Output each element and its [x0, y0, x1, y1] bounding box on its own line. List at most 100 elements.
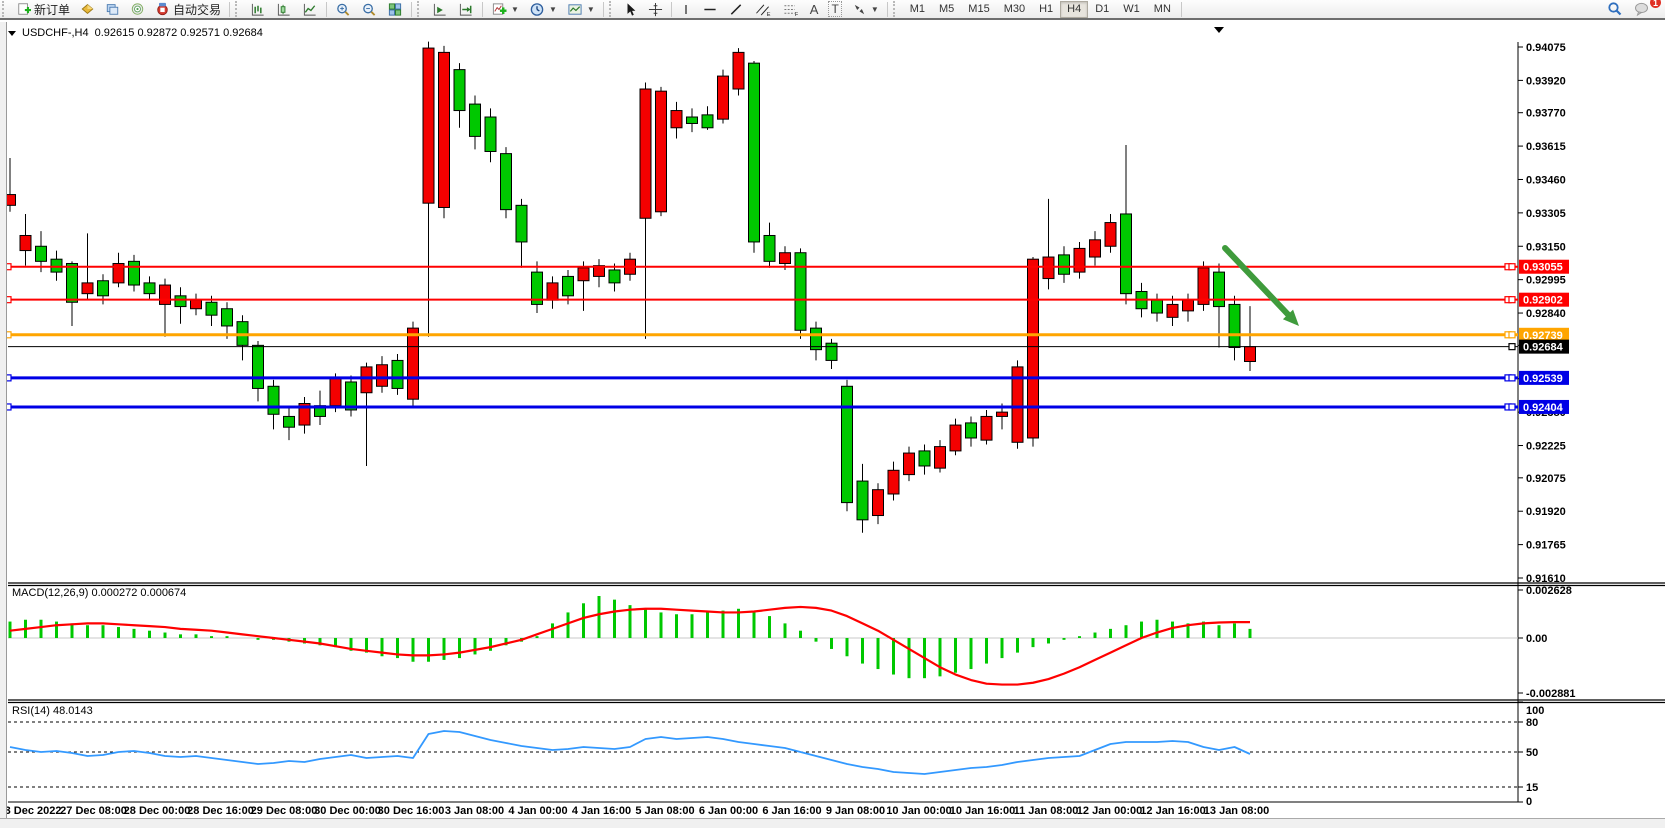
- svg-text:0.92739: 0.92739: [1523, 330, 1563, 342]
- chart-shift-button[interactable]: [453, 0, 479, 18]
- svg-text:0.93460: 0.93460: [1526, 174, 1566, 186]
- bar-chart-icon: [250, 2, 266, 17]
- svg-text:0.92902: 0.92902: [1523, 295, 1563, 307]
- macd-indicator-label: MACD(12,26,9) 0.000272 0.000674: [12, 587, 187, 599]
- fibonacci-tool-button[interactable]: F: [777, 0, 805, 18]
- tile-windows-button[interactable]: [382, 0, 408, 18]
- periods-button[interactable]: ▼: [524, 0, 562, 18]
- tab-h1[interactable]: H1: [1039, 3, 1054, 15]
- svg-text:0.92539: 0.92539: [1523, 373, 1563, 385]
- candle-chart-mode-button[interactable]: [271, 0, 297, 18]
- price-tag: [1519, 370, 1569, 385]
- tab-h4[interactable]: H4: [1060, 0, 1089, 18]
- trendline-tool-button[interactable]: [723, 0, 749, 18]
- line-chart-mode-button[interactable]: [297, 0, 323, 18]
- line-chart-icon: [302, 2, 318, 17]
- crosshair-icon: [648, 2, 663, 17]
- arrows-tool-button[interactable]: ▼: [847, 0, 884, 18]
- profiles-icon: [105, 2, 120, 16]
- vertical-line-tool-button[interactable]: [675, 0, 697, 18]
- equidistant-channel-icon: E: [754, 2, 772, 17]
- autotrading-icon: [155, 2, 170, 16]
- time-axis-label: 29 Dec 08:00: [251, 805, 318, 817]
- data-window-button[interactable]: [125, 0, 150, 18]
- svg-text:0.91610: 0.91610: [1526, 573, 1566, 585]
- price-axis: 0.94075 0.93920 0.93770 0.93615 0.93460 0.933…: [1508, 42, 1569, 585]
- candles: [4, 41, 1256, 533]
- tab-w1[interactable]: W1: [1123, 3, 1140, 15]
- tab-m30[interactable]: M30: [1003, 3, 1026, 15]
- pane-frames: [8, 42, 1665, 803]
- indicators-button[interactable]: ▼: [486, 0, 524, 18]
- bar-chart-mode-button[interactable]: [245, 0, 271, 18]
- crosshair-tool-button[interactable]: [643, 0, 668, 18]
- price-tag: [1519, 292, 1569, 307]
- time-axis-label: 4 Jan 00:00: [508, 805, 567, 817]
- svg-text:0.00: 0.00: [1526, 633, 1547, 645]
- svg-text:0.92075: 0.92075: [1526, 473, 1566, 485]
- tab-d1[interactable]: D1: [1095, 3, 1110, 15]
- community-chat-button[interactable]: 1: [1628, 0, 1661, 18]
- tab-m15[interactable]: M15: [968, 3, 990, 15]
- svg-text:0.94075: 0.94075: [1526, 42, 1566, 54]
- time-axis-label: 13 Jan 08:00: [1204, 805, 1269, 817]
- candle-chart-icon: [276, 2, 292, 17]
- toolbar: 新订单 自动交易: [0, 0, 1665, 20]
- svg-text:0.91765: 0.91765: [1526, 540, 1566, 552]
- tab-m1[interactable]: M1: [909, 3, 926, 15]
- macd-signal-line: [9, 605, 1250, 686]
- time-axis-label: 10 Jan 00:00: [886, 805, 951, 817]
- text-tool-button[interactable]: A: [805, 0, 824, 18]
- price-tag: [1519, 259, 1569, 274]
- candlestick-chart[interactable]: 0.94075 0.93920 0.93770 0.93615 0.93460 0.933…: [0, 22, 1665, 828]
- notification-badge: 1: [1650, 0, 1661, 8]
- chart-title: USDCHF-,H4 0.92615 0.92872 0.92571 0.926…: [8, 27, 263, 39]
- cursor-icon: [624, 2, 638, 17]
- chart-ohlc-values: 0.92615 0.92872 0.92571 0.92684: [94, 27, 263, 39]
- svg-text:80: 80: [1526, 717, 1538, 729]
- text-label-tool-button[interactable]: T: [823, 0, 846, 18]
- templates-button[interactable]: ▼: [562, 0, 600, 18]
- svg-text:0: 0: [1526, 796, 1532, 808]
- toolbar-grip[interactable]: [2, 1, 9, 17]
- chart-shift-marker[interactable]: [1214, 27, 1224, 33]
- trendline-icon: [728, 2, 744, 17]
- svg-text:F: F: [795, 12, 799, 17]
- chart-dropdown-icon[interactable]: [8, 30, 16, 36]
- tab-m5[interactable]: M5: [939, 3, 955, 15]
- time-axis-label: 6 Jan 00:00: [699, 805, 758, 817]
- zoom-in-button[interactable]: [330, 0, 356, 18]
- new-order-label: 新订单: [34, 2, 71, 17]
- equidistant-channel-tool-button[interactable]: E: [749, 0, 777, 18]
- profiles-button[interactable]: [100, 0, 125, 18]
- horizontal-line-icon: [702, 2, 718, 17]
- time-axis-label: 11 Jan 08:00: [1014, 805, 1079, 817]
- new-chart-button[interactable]: [75, 0, 100, 18]
- auto-scroll-button[interactable]: [427, 0, 453, 18]
- new-order-button[interactable]: 新订单: [12, 0, 75, 18]
- indicators-dropdown-arrow: ▼: [511, 4, 519, 14]
- tab-mn[interactable]: MN: [1153, 3, 1171, 15]
- time-axis-label: 9 Jan 08:00: [826, 805, 885, 817]
- text-tool-icon: A: [809, 1, 819, 17]
- svg-text:0.93150: 0.93150: [1526, 241, 1566, 253]
- search-button[interactable]: [1601, 0, 1628, 18]
- time-axis-label: 6 Jan 16:00: [762, 805, 821, 817]
- svg-text:0.92995: 0.92995: [1526, 275, 1566, 287]
- time-axis-label: 28 Dec 00:00: [124, 805, 191, 817]
- svg-text:0.93055: 0.93055: [1523, 262, 1563, 274]
- zoom-out-button[interactable]: [356, 0, 382, 18]
- periods-dropdown-arrow: ▼: [548, 4, 557, 14]
- svg-text:0.92684: 0.92684: [1523, 342, 1564, 354]
- chart-window: 0.94075 0.93920 0.93770 0.93615 0.93460 0.933…: [0, 22, 1665, 828]
- svg-text:100: 100: [1526, 705, 1544, 717]
- svg-text:0.002628: 0.002628: [1526, 585, 1572, 597]
- cursor-tool-button[interactable]: [619, 0, 643, 18]
- time-axis-label: 30 Dec 16:00: [378, 805, 445, 817]
- tile-windows-icon: [387, 2, 403, 17]
- horizontal-line-tool-button[interactable]: [697, 0, 723, 18]
- auto-trading-button[interactable]: 自动交易: [150, 0, 226, 18]
- fibonacci-icon: F: [782, 2, 800, 17]
- horizontal-lines: [4, 263, 1518, 411]
- arrow-line[interactable]: [1222, 245, 1291, 318]
